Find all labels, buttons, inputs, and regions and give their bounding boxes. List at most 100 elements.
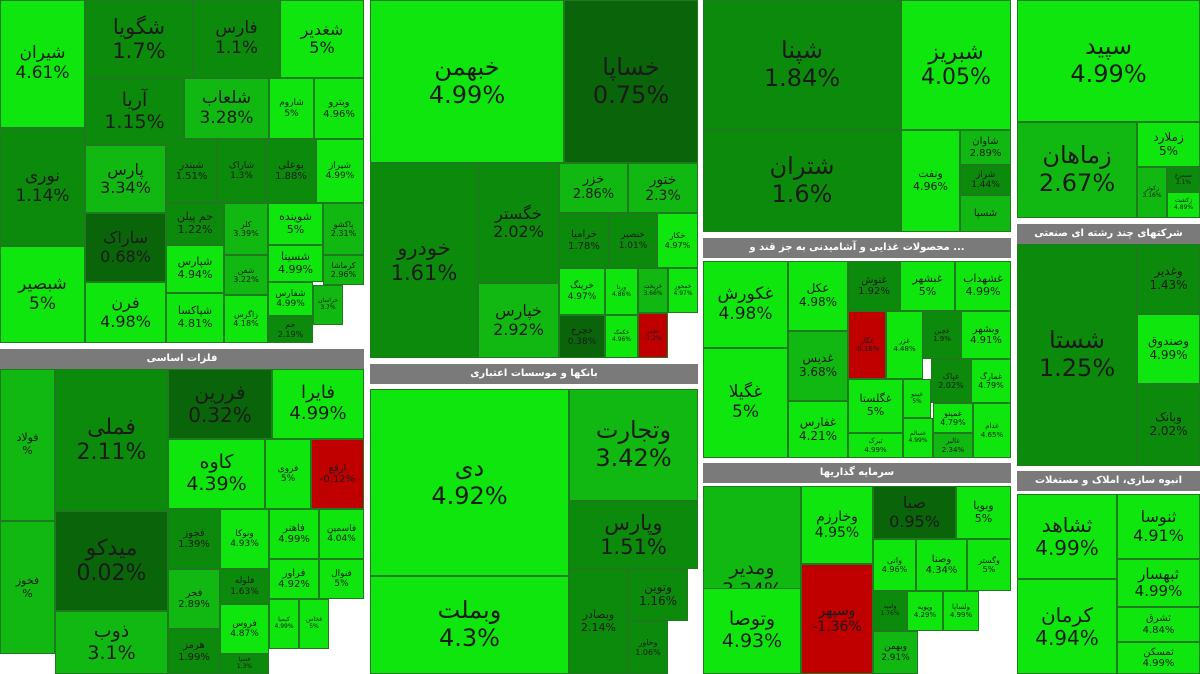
tile-s2-7[interactable]: خنصیر 1.01% [609,213,657,268]
tile-s3-6[interactable]: شسپا [960,195,1011,232]
tile-s4-3[interactable]: زکوثر 3.16% [1137,167,1167,218]
tile-s5-11[interactable]: غگلستا 5% [848,379,903,433]
tile-s7-15[interactable]: فراور 4.92% [269,559,319,599]
tile-s1-28[interactable]: جم 2.19% [268,316,313,343]
tile-s5-15[interactable]: غفارس 4.21% [788,401,848,458]
tile-s1-16[interactable]: کلر 3.39% [224,203,268,255]
tile-s5-13[interactable]: غپاک 2.02% [931,359,971,403]
tile-s7-0[interactable]: فولاد% [0,369,55,521]
tile-s9-10[interactable]: وپویه 4.29% [907,591,943,631]
tile-s5-2[interactable]: غنوش 1.92% [848,261,900,311]
tile-s1-10[interactable]: شبندر 1.51% [166,139,217,203]
tile-s2-14[interactable]: خچرخ 0.38% [559,315,605,358]
tile-s1-26[interactable]: زاگرس 4.18% [224,295,268,343]
tile-s6-1[interactable]: وغدیر 1.43% [1137,244,1200,314]
tile-s8-3[interactable]: وبملت 4.3% [370,576,569,674]
tile-s7-6[interactable]: ارفع -0.12% [311,439,364,509]
tile-s8-5[interactable]: وتوبن 1.16% [628,569,688,621]
tile-s7-17[interactable]: ذوب 3.1% [55,611,168,674]
tile-s1-3[interactable]: شغدیر 5% [280,0,364,78]
tile-s10-3[interactable]: کرمان 4.94% [1017,579,1117,674]
tile-s8-0[interactable]: دی 4.92% [370,389,569,576]
tile-s7-7[interactable]: فخوز% [0,521,55,654]
tile-s10-4[interactable]: ثشرق 4.84% [1117,607,1200,642]
tile-s1-12[interactable]: بوعلی 1.88% [266,139,316,203]
tile-s2-16[interactable]: خعمر -1.2% [638,313,668,358]
tile-s2-1[interactable]: خساپا 0.75% [564,0,698,163]
tile-s5-7[interactable]: غزر 4.48% [886,311,923,379]
tile-s1-25[interactable]: شپاکسا 4.81% [166,293,224,343]
tile-s2-0[interactable]: خبهمن 4.99% [370,0,564,163]
tile-s1-20[interactable]: شپارس 4.94% [166,245,224,293]
tile-s5-0[interactable]: غکورش 4.98% [703,261,788,348]
tile-s3-5[interactable]: شراز 1.44% [960,165,1011,195]
tile-s7-9[interactable]: فجوز 1.39% [168,509,220,569]
tile-s5-17[interactable]: غسالم 4.99% [903,418,933,458]
tile-s5-18[interactable]: غمینو 4.79% [933,403,973,433]
tile-s5-1[interactable]: عکل 4.98% [788,261,848,331]
tile-s5-8[interactable]: غچین 1.9% [923,311,961,359]
tile-s5-10[interactable]: غگیلا 5% [703,348,788,458]
tile-s5-12[interactable]: غپینو 5% [903,379,931,418]
tile-s1-11[interactable]: شاراک 1.3% [217,139,266,203]
tile-s1-22[interactable]: شسینا 4.99% [268,245,323,282]
tile-s8-6[interactable]: وخاور 1.06% [628,621,668,674]
tile-s8-1[interactable]: وتجارت 3.42% [569,389,698,501]
tile-s2-4[interactable]: خزر 2.86% [559,163,628,213]
tile-s4-4[interactable]: سیمرغ 2.1% [1167,167,1200,192]
tile-s6-2[interactable]: وصندوق 4.99% [1137,314,1200,384]
tile-s9-5[interactable]: وصنا 4.34% [916,539,967,591]
tile-s1-2[interactable]: فارس 1.1% [193,0,280,78]
tile-s9-8[interactable]: وسپهر -1.36% [801,564,873,674]
tile-s3-3[interactable]: ونفت 4.96% [901,130,960,232]
tile-s1-29[interactable]: خراسان 3.7% [313,285,343,325]
tile-s7-5[interactable]: فروی 5% [265,439,311,509]
tile-s3-4[interactable]: شاوان 2.89% [960,130,1011,165]
tile-s7-2[interactable]: فررین 0.32% [168,369,272,439]
tile-s6-3[interactable]: وبانک 2.02% [1137,384,1200,466]
tile-s5-6[interactable]: غگاز -0.16% [848,311,886,379]
tile-s7-19[interactable]: کیمیا 4.99% [269,599,299,649]
tile-s1-17[interactable]: شوینده 5% [268,203,323,245]
tile-s1-13[interactable]: شیراز 4.99% [316,139,364,203]
tile-s2-9[interactable]: خپارس 2.92% [478,283,559,358]
tile-s2-8[interactable]: خکار 4.97% [657,213,698,268]
tile-s2-12[interactable]: خریخت 3.66% [638,268,668,313]
tile-s2-5[interactable]: ختور 2.3% [628,163,698,213]
tile-s4-0[interactable]: سپید 4.99% [1017,0,1200,122]
tile-s5-19[interactable]: غالبر 2.34% [933,433,973,458]
tile-s8-2[interactable]: وپارس 1.51% [569,501,698,569]
tile-s1-24[interactable]: فرن 4.98% [85,282,166,343]
tile-s9-6[interactable]: وگستر 5% [967,539,1011,591]
tile-s7-4[interactable]: کاوه 4.39% [168,439,265,509]
tile-s7-3[interactable]: فایرا 4.99% [272,369,364,439]
tile-s10-0[interactable]: ثشاهد 4.99% [1017,494,1117,579]
tile-s7-12[interactable]: فاسمین 4.04% [319,509,364,559]
tile-s9-7[interactable]: وتوصا 4.93% [703,588,801,674]
tile-s1-1[interactable]: شگویا 1.7% [85,0,193,78]
tile-s7-11[interactable]: فاهنر 4.99% [269,509,319,559]
tile-s7-16[interactable]: فنوال 5% [319,559,364,599]
tile-s1-4[interactable]: آریا 1.15% [85,78,184,145]
tile-s3-2[interactable]: شتران 1.6% [703,130,901,232]
tile-s5-5[interactable]: غدیس 3.68% [788,331,848,401]
tile-s2-10[interactable]: خرینگ 4.97% [559,268,605,315]
tile-s2-15[interactable]: خکمک 4.96% [605,315,638,358]
tile-s1-7[interactable]: وبترو 4.96% [314,78,364,139]
tile-s1-6[interactable]: شاروم 5% [269,78,314,139]
tile-s7-1[interactable]: فملی 2.11% [55,369,168,511]
tile-s7-10[interactable]: ونوکا 4.93% [220,509,269,569]
tile-s10-1[interactable]: ثنوسا 4.91% [1117,494,1200,559]
tile-s5-9[interactable]: وبشهر 4.91% [961,311,1011,359]
tile-s9-1[interactable]: وخارزم 4.95% [801,486,873,564]
tile-s9-4[interactable]: وانی 4.96% [873,539,916,591]
tile-s1-9[interactable]: پارس 3.34% [85,145,166,213]
tile-s1-23[interactable]: کرماشا 2.96% [323,255,364,285]
tile-s1-8[interactable]: نوری 1.14% [0,128,85,246]
tile-s7-20[interactable]: فخاس 5% [299,599,329,649]
tile-s1-18[interactable]: پاکشو 2.31% [323,203,364,255]
tile-s5-4[interactable]: غشهداب 4.99% [955,261,1011,311]
tile-s9-9[interactable]: وامید 1.76% [873,591,907,631]
tile-s9-11[interactable]: ولساپا 4.99% [943,591,979,631]
tile-s2-11[interactable]: ورنا 4.86% [605,268,638,315]
